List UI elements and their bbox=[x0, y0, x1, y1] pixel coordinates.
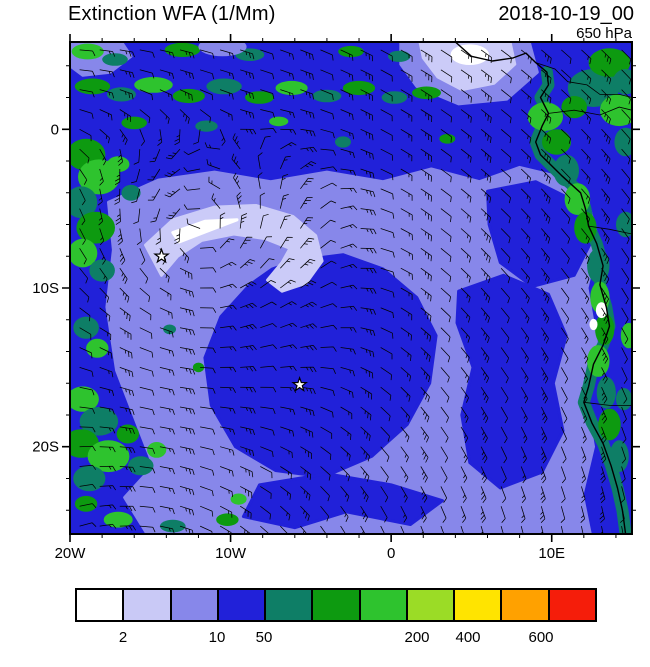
colorbar-box bbox=[171, 590, 219, 620]
colorbar-tick-label: 600 bbox=[528, 629, 554, 646]
island-markers bbox=[153, 247, 309, 393]
plot-timestamp: 2018-10-19_00 bbox=[498, 3, 634, 25]
x-axis-tick-label: 0 bbox=[387, 545, 395, 562]
colorbar-box bbox=[218, 590, 267, 620]
y-axis-tick-label: 20S bbox=[32, 439, 59, 456]
colorbar-tick-label: 50 bbox=[255, 629, 273, 646]
colorbar-tick-label: 200 bbox=[404, 629, 430, 646]
pressure-level-label: 650 hPa bbox=[576, 25, 632, 42]
colorbar-box bbox=[313, 590, 361, 620]
colorbar-box bbox=[266, 590, 314, 620]
y-axis-tick-label: 0 bbox=[51, 121, 59, 138]
star-marker bbox=[291, 375, 309, 393]
wind-barbs bbox=[79, 49, 632, 534]
colorbar-labels: 2 10 50 200 400 600 bbox=[75, 629, 597, 651]
plot-title: Extinction WFA (1/Mm) bbox=[68, 3, 276, 25]
map-plot: 20W 10W 0 10E 0 10S 20S bbox=[32, 34, 640, 562]
x-axis-tick-label: 20W bbox=[55, 545, 87, 562]
minor-ticks bbox=[66, 38, 636, 538]
colorbar-box bbox=[77, 590, 125, 620]
y-axis-tick-label: 10S bbox=[32, 280, 59, 297]
country-border bbox=[548, 106, 632, 116]
colorbar-box bbox=[549, 590, 595, 620]
colorbar-box bbox=[124, 590, 172, 620]
country-border bbox=[535, 62, 632, 98]
colorbar-box bbox=[502, 590, 550, 620]
colorbar-box bbox=[407, 590, 456, 620]
colorbar bbox=[75, 588, 597, 622]
colorbar-tick-label: 10 bbox=[208, 629, 226, 646]
colorbar-tick-label: 2 bbox=[118, 629, 128, 646]
map-axes: 20W 10W 0 10E 0 10S 20S bbox=[32, 34, 640, 562]
x-axis-tick-label: 10E bbox=[538, 545, 565, 562]
colorbar-tick-label: 400 bbox=[455, 629, 481, 646]
colorbar-box bbox=[455, 590, 503, 620]
country-border bbox=[583, 401, 632, 406]
x-axis-tick-label: 10W bbox=[215, 545, 247, 562]
major-ticks bbox=[62, 34, 640, 542]
star-marker bbox=[153, 247, 170, 264]
colorbar-box bbox=[360, 590, 408, 620]
